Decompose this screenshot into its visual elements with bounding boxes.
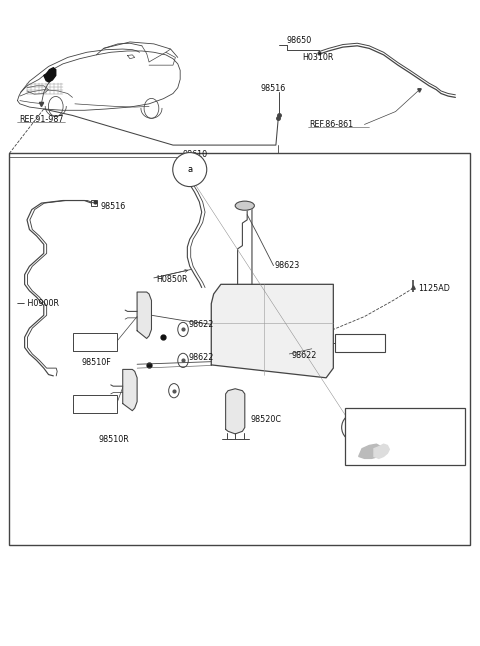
Text: 98622: 98622 [189, 353, 214, 362]
Text: 98620: 98620 [345, 339, 371, 348]
FancyBboxPatch shape [345, 408, 465, 465]
Text: 98510F: 98510F [81, 359, 111, 368]
Text: a: a [353, 423, 359, 432]
Polygon shape [137, 292, 152, 339]
Text: 1125AD: 1125AD [418, 284, 450, 293]
Text: H0310R: H0310R [302, 53, 334, 62]
Text: 98622: 98622 [189, 320, 214, 329]
Text: 98662B: 98662B [362, 423, 393, 432]
FancyBboxPatch shape [73, 395, 117, 413]
FancyBboxPatch shape [335, 334, 385, 352]
Text: 98516: 98516 [261, 84, 286, 93]
Text: 98622: 98622 [291, 351, 317, 360]
Polygon shape [123, 370, 137, 411]
Polygon shape [226, 389, 245, 434]
Text: 98515A: 98515A [81, 337, 112, 346]
Polygon shape [374, 444, 389, 459]
Polygon shape [44, 68, 56, 82]
Text: 98510R: 98510R [99, 435, 130, 444]
Text: 98650: 98650 [287, 36, 312, 45]
Text: 98515A: 98515A [81, 400, 112, 409]
Text: REF.91-987: REF.91-987 [19, 115, 63, 124]
Text: a: a [187, 165, 192, 174]
Ellipse shape [235, 201, 254, 210]
Polygon shape [211, 284, 333, 378]
Text: 98623: 98623 [275, 261, 300, 270]
FancyBboxPatch shape [73, 333, 117, 351]
Text: 98520C: 98520C [250, 415, 281, 424]
Text: H0850R: H0850R [156, 275, 188, 284]
Text: 98610: 98610 [182, 150, 208, 159]
Polygon shape [359, 444, 384, 459]
Text: 98516: 98516 [100, 202, 125, 211]
Text: REF.86-861: REF.86-861 [310, 120, 354, 129]
Text: — H0900R: — H0900R [17, 299, 60, 308]
